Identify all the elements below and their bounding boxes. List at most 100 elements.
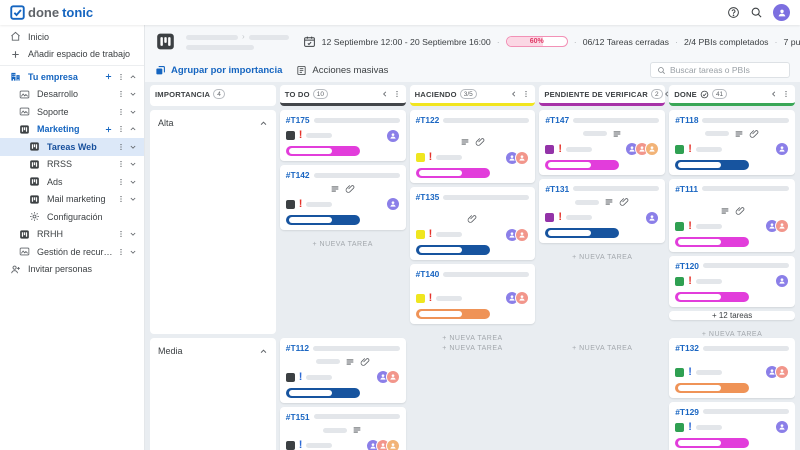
add-icon[interactable]	[104, 72, 113, 81]
column-count-badge: 4	[213, 89, 225, 99]
placeholder-bar	[695, 146, 722, 152]
assignee-avatar	[645, 142, 660, 156]
sidebar-item-inicio[interactable]: Inicio	[0, 28, 144, 46]
sidebar-item-controls	[104, 125, 137, 134]
board-cell-haciendo: + NUEVA TAREA	[410, 338, 536, 450]
sidebar-item-marketing[interactable]: Marketing	[0, 121, 144, 139]
task-id: #T129	[675, 406, 699, 417]
column-header-done: DONE 41	[669, 85, 795, 106]
kebab-menu-icon[interactable]	[117, 125, 125, 133]
kebab-menu-icon[interactable]	[117, 248, 125, 256]
help-icon[interactable]	[727, 6, 740, 19]
kebab-menu-icon[interactable]	[782, 90, 790, 98]
kebab-menu-icon[interactable]	[117, 160, 125, 168]
sidebar-item-rrss[interactable]: RRSS	[0, 156, 144, 174]
person-icon	[508, 294, 516, 302]
new-task-button[interactable]: + NUEVA TAREA	[442, 345, 503, 352]
new-task-button[interactable]: + NUEVA TAREA	[442, 334, 503, 342]
chevron-up-icon[interactable]	[259, 119, 268, 128]
task-card[interactable]: #T118!	[669, 110, 795, 175]
chevron-up-icon[interactable]	[129, 125, 137, 133]
chevron-down-icon[interactable]	[129, 108, 137, 116]
attachment-icon	[619, 197, 629, 207]
chevron-down-icon[interactable]	[129, 160, 137, 168]
chevron-down-icon[interactable]	[129, 90, 137, 98]
sidebar-item-soporte[interactable]: Soporte	[0, 103, 144, 121]
task-card[interactable]: #T151!	[279, 406, 406, 450]
kebab-menu-icon[interactable]	[117, 73, 125, 81]
sidebar-item-rrhh[interactable]: RRHH	[0, 226, 144, 244]
task-card[interactable]: #T129!	[669, 401, 795, 450]
new-task-button[interactable]: + NUEVA TAREA	[312, 240, 373, 248]
user-avatar[interactable]	[773, 4, 790, 21]
assignee-avatar	[385, 128, 400, 143]
kebab-menu-icon[interactable]	[393, 90, 401, 98]
sidebar-item-mail-marketing[interactable]: Mail marketing	[0, 191, 144, 209]
sidebar-item-desarrollo[interactable]: Desarrollo	[0, 86, 144, 104]
task-card[interactable]: #T147!	[539, 110, 666, 175]
sidebar-item-tu-empresa[interactable]: Tu empresa	[0, 68, 144, 86]
person-icon	[778, 368, 786, 376]
task-card[interactable]: #T112!	[279, 338, 406, 403]
sidebar-item-controls	[104, 72, 137, 81]
collapse-column-icon[interactable]	[770, 90, 778, 98]
chevron-down-icon[interactable]	[129, 195, 137, 203]
collapse-column-icon[interactable]	[381, 90, 389, 98]
task-card[interactable]: #T135!	[409, 187, 536, 260]
assignee-avatars	[505, 291, 530, 305]
assignee-avatar	[774, 420, 789, 434]
kebab-menu-icon[interactable]	[117, 230, 125, 238]
task-progress-bar	[675, 382, 750, 393]
task-card[interactable]: #T122!	[409, 110, 536, 183]
new-task-button[interactable]: + NUEVA TAREA	[572, 254, 633, 261]
kebab-menu-icon[interactable]	[522, 90, 530, 98]
task-card[interactable]: #T132!	[669, 338, 795, 398]
collapse-column-icon[interactable]	[510, 90, 518, 98]
sidebar-item-gesti-n-de-recursos[interactable]: Gestión de recursos	[0, 243, 144, 261]
bulk-actions-button[interactable]: Acciones masivas	[296, 65, 388, 76]
sidebar-item-ads[interactable]: Ads	[0, 173, 144, 191]
task-card[interactable]: #T140!	[409, 264, 536, 324]
kebab-menu-icon[interactable]	[117, 195, 125, 203]
task-card[interactable]: #T111!	[669, 178, 795, 252]
placeholder-title-bar	[573, 117, 660, 123]
add-icon[interactable]	[104, 125, 113, 134]
new-task-button[interactable]: + NUEVA TAREA	[572, 345, 633, 352]
search-icon[interactable]	[750, 6, 763, 19]
column-header-todo: TO DO 10	[279, 85, 406, 106]
sidebar-item-label: Añadir espacio de trabajo	[28, 49, 131, 60]
chevron-down-icon[interactable]	[129, 143, 137, 151]
task-card[interactable]: #T131!	[539, 178, 666, 243]
person-icon	[778, 145, 786, 153]
task-card[interactable]: #T142!	[279, 165, 406, 230]
chevron-down-icon[interactable]	[129, 178, 137, 186]
person-icon	[648, 145, 656, 153]
task-card[interactable]: #T175!	[279, 110, 406, 161]
collapse-column-icon[interactable]	[663, 90, 671, 98]
task-card[interactable]: #T120!	[669, 255, 795, 307]
sidebar-item-tareas-web[interactable]: Tareas Web	[0, 138, 144, 156]
kebab-menu-icon[interactable]	[117, 178, 125, 186]
group-by-importance-button[interactable]: Agrupar por importancia	[155, 65, 282, 76]
kebab-menu-icon[interactable]	[117, 90, 125, 98]
kebab-menu-icon[interactable]	[117, 108, 125, 116]
task-search-input[interactable]	[670, 65, 783, 75]
chevron-down-icon[interactable]	[129, 248, 137, 256]
sidebar-item-invitar-personas[interactable]: Invitar personas	[0, 261, 144, 279]
sidebar-item-a-adir-espacio-de-trabajo[interactable]: Añadir espacio de trabajo	[0, 46, 144, 64]
checklist-icon	[352, 425, 362, 435]
task-progress-inner	[678, 161, 722, 168]
importance-panel: Media	[150, 338, 276, 450]
show-more-tasks-button[interactable]: + 12 tareas	[669, 310, 795, 320]
new-task-button[interactable]: + NUEVA TAREA	[701, 330, 763, 338]
chevron-down-icon[interactable]	[129, 230, 137, 238]
board-icon	[29, 176, 40, 187]
sidebar-item-label: Invitar personas	[28, 264, 93, 275]
sprint-date-range: 12 Septiembre 12:00 - 20 Septiembre 16:0…	[321, 36, 491, 47]
logo[interactable]: done tonic	[10, 5, 93, 20]
person-icon	[768, 368, 776, 376]
chevron-up-icon[interactable]	[259, 347, 268, 356]
sidebar-item-configuraci-n[interactable]: Configuración	[0, 208, 144, 226]
chevron-up-icon[interactable]	[129, 73, 137, 81]
kebab-menu-icon[interactable]	[117, 143, 125, 151]
